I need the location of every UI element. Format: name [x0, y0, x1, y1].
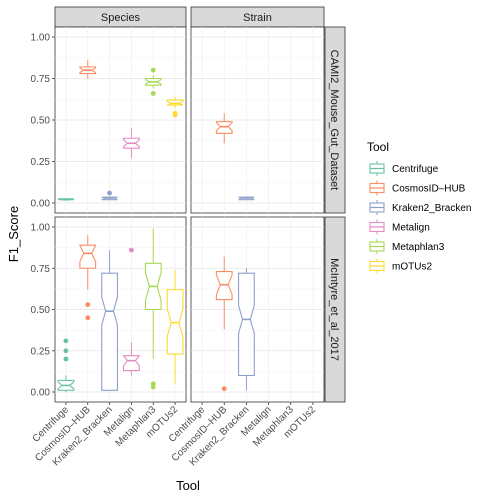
y-axis-title: F1_Score	[6, 206, 21, 262]
legend-label: Centrifuge	[392, 164, 439, 175]
y-tick-label: 0.00	[31, 199, 51, 210]
outlier-point	[150, 91, 156, 96]
legend-item-cosmosid-hub: CosmosID–HUB	[368, 179, 466, 197]
outlier-point	[172, 112, 178, 118]
legend-item-centrifuge: Centrifuge	[368, 160, 439, 177]
box-mcintyre-et-al-2017-species-metaphlan3	[144, 228, 162, 390]
strip-label: McIntyre_et_al_2017	[328, 258, 340, 361]
box-cami2-mouse-gut-dataset-species-centrifuge	[57, 198, 74, 201]
facet-strip-cami2-mouse-gut-dataset: CAMI2_Mouse_Gut_Dataset	[324, 26, 346, 214]
facet-strip-mcintyre-et-al-2017: McIntyre_et_al_2017	[324, 216, 346, 403]
legend-label: Metaphlan3	[392, 242, 445, 253]
box-body	[238, 272, 255, 377]
panels-layer: Species Strain CAMI2_Mouse_Gut_Dataset McIn…	[54, 6, 346, 403]
legend-item-metalign: Metalign	[368, 218, 430, 236]
x-axis-title: Tool	[176, 478, 200, 493]
strip-label: CAMI2_Mouse_Gut_Dataset	[328, 50, 340, 191]
y-tick-label: 0.25	[31, 157, 51, 168]
outlier-point	[129, 247, 134, 253]
panel-mcintyre-et-al-2017-strain	[190, 216, 325, 403]
box-mcintyre-et-al-2017-species-centrifuge	[57, 338, 75, 392]
legend-label: Metalign	[392, 223, 430, 234]
legend-label: Kraken2_Bracken	[392, 203, 472, 214]
panel-mcintyre-et-al-2017-species	[54, 216, 187, 403]
box-mcintyre-et-al-2017-species-motus2	[166, 269, 184, 384]
legend-label: CosmosID–HUB	[392, 184, 466, 195]
box-cami2-mouse-gut-dataset-species-metalign	[123, 128, 140, 159]
strip-label: Species	[101, 12, 141, 24]
y-tick-label: 1.00	[31, 223, 51, 234]
y-tick-label: 0.75	[31, 74, 51, 85]
box-body	[166, 99, 184, 106]
box-mcintyre-et-al-2017-strain-cosmosid-hub	[215, 256, 233, 392]
legend-item-kraken2-bracken: Kraken2_Bracken	[368, 199, 472, 216]
box-cami2-mouse-gut-dataset-species-cosmosid-hub	[79, 60, 97, 79]
y-tick-label: 0.25	[31, 346, 51, 357]
facet-strip-strain: Strain	[190, 6, 325, 28]
x-axis: CentrifugeCosmosID–HUBKraken2_BrackenMet…	[31, 402, 318, 468]
outlier-point	[63, 348, 69, 354]
strip-label: Strain	[243, 12, 272, 24]
legend-label: mOTUs2	[392, 262, 432, 273]
legend-title: Tool	[367, 140, 389, 154]
y-axis: 0.00 0.25 0.50 0.75 1.00 0.00 0.25 0.50 0.75 1.00	[31, 33, 55, 399]
box-cami2-mouse-gut-dataset-strain-cosmosid-hub	[215, 113, 233, 144]
outlier-point	[63, 356, 69, 362]
panel-cami2-mouse-gut-dataset-species	[54, 26, 187, 214]
y-tick-label: 0.50	[31, 305, 51, 316]
box-mcintyre-et-al-2017-species-cosmosid-hub	[79, 235, 97, 321]
box-mcintyre-et-al-2017-species-kraken2-bracken	[101, 250, 118, 391]
box-cami2-mouse-gut-dataset-species-motus2	[166, 96, 184, 118]
strip-background	[324, 216, 346, 403]
outlier-point	[85, 302, 91, 307]
outlier-point	[221, 386, 227, 392]
legend-item-motus2: mOTUs2	[368, 257, 432, 275]
outlier-point	[63, 338, 69, 344]
box-body	[79, 244, 97, 269]
outlier-point	[150, 67, 156, 73]
panel-cami2-mouse-gut-dataset-strain	[190, 26, 325, 214]
box-body	[166, 289, 184, 355]
outlier-point	[150, 384, 156, 390]
outlier-point	[107, 190, 112, 196]
facet-strip-species: Species	[54, 6, 187, 28]
box-body	[215, 271, 233, 301]
y-tick-label: 0.50	[31, 116, 51, 127]
box-mcintyre-et-al-2017-species-metalign	[122, 247, 141, 376]
y-tick-label: 0.75	[31, 264, 51, 275]
box-cami2-mouse-gut-dataset-strain-kraken2-bracken	[238, 196, 255, 201]
box-cami2-mouse-gut-dataset-species-kraken2-bracken	[101, 190, 118, 201]
outlier-point	[150, 381, 156, 387]
box-body	[101, 272, 118, 391]
legend: Tool Centrifuge CosmosID–HUB Kraken2_Brack…	[367, 140, 472, 275]
y-tick-label: 0.00	[31, 388, 51, 399]
legend-item-metaphlan3: Metaphlan3	[368, 238, 445, 255]
box-mcintyre-et-al-2017-strain-kraken2-bracken	[238, 268, 255, 391]
box-body	[122, 355, 141, 372]
outlier-point	[85, 315, 91, 321]
box-cami2-mouse-gut-dataset-species-metaphlan3	[144, 67, 162, 96]
y-tick-label: 1.00	[31, 33, 51, 44]
box-body	[215, 121, 233, 134]
strip-background	[324, 26, 346, 214]
